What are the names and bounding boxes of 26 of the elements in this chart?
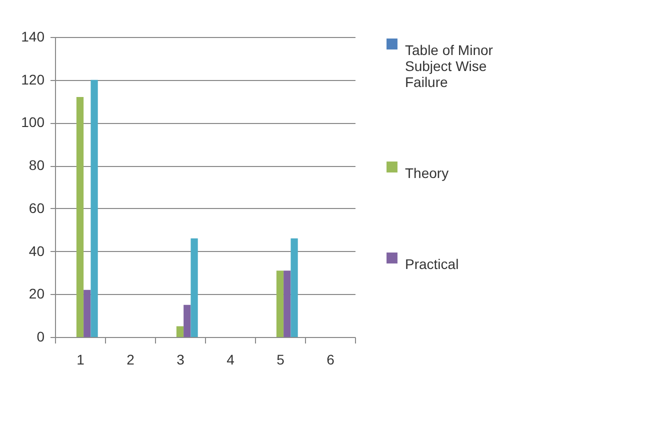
x-tick-label: 2	[126, 352, 135, 368]
y-tick-label: 40	[28, 242, 45, 259]
legend-label: Table of Minor Subject Wise Failure	[405, 42, 494, 90]
bar	[176, 326, 184, 337]
y-tick-label: 0	[36, 328, 45, 344]
x-tick-label: 5	[276, 352, 285, 368]
bar	[184, 304, 191, 337]
bar	[276, 270, 284, 337]
y-tick-label: 80	[28, 157, 45, 174]
bar	[76, 97, 84, 337]
y-tick-label: 100	[21, 114, 45, 130]
y-tick-label: 140	[21, 28, 45, 44]
x-tick-label: 4	[226, 352, 235, 368]
x-tick-label: 3	[176, 352, 185, 368]
bar	[284, 270, 291, 337]
legend-label: Theory	[405, 165, 449, 181]
y-tick-label: 20	[28, 286, 45, 302]
y-tick-label: 120	[21, 71, 45, 88]
x-tick-label: 1	[76, 352, 85, 368]
bar	[84, 290, 91, 337]
bar	[90, 80, 98, 337]
x-tick-label: 6	[326, 352, 335, 368]
y-tick-label: 60	[28, 200, 45, 216]
legend-label: Practical	[405, 256, 459, 272]
bar	[190, 238, 198, 337]
bar	[290, 238, 298, 337]
